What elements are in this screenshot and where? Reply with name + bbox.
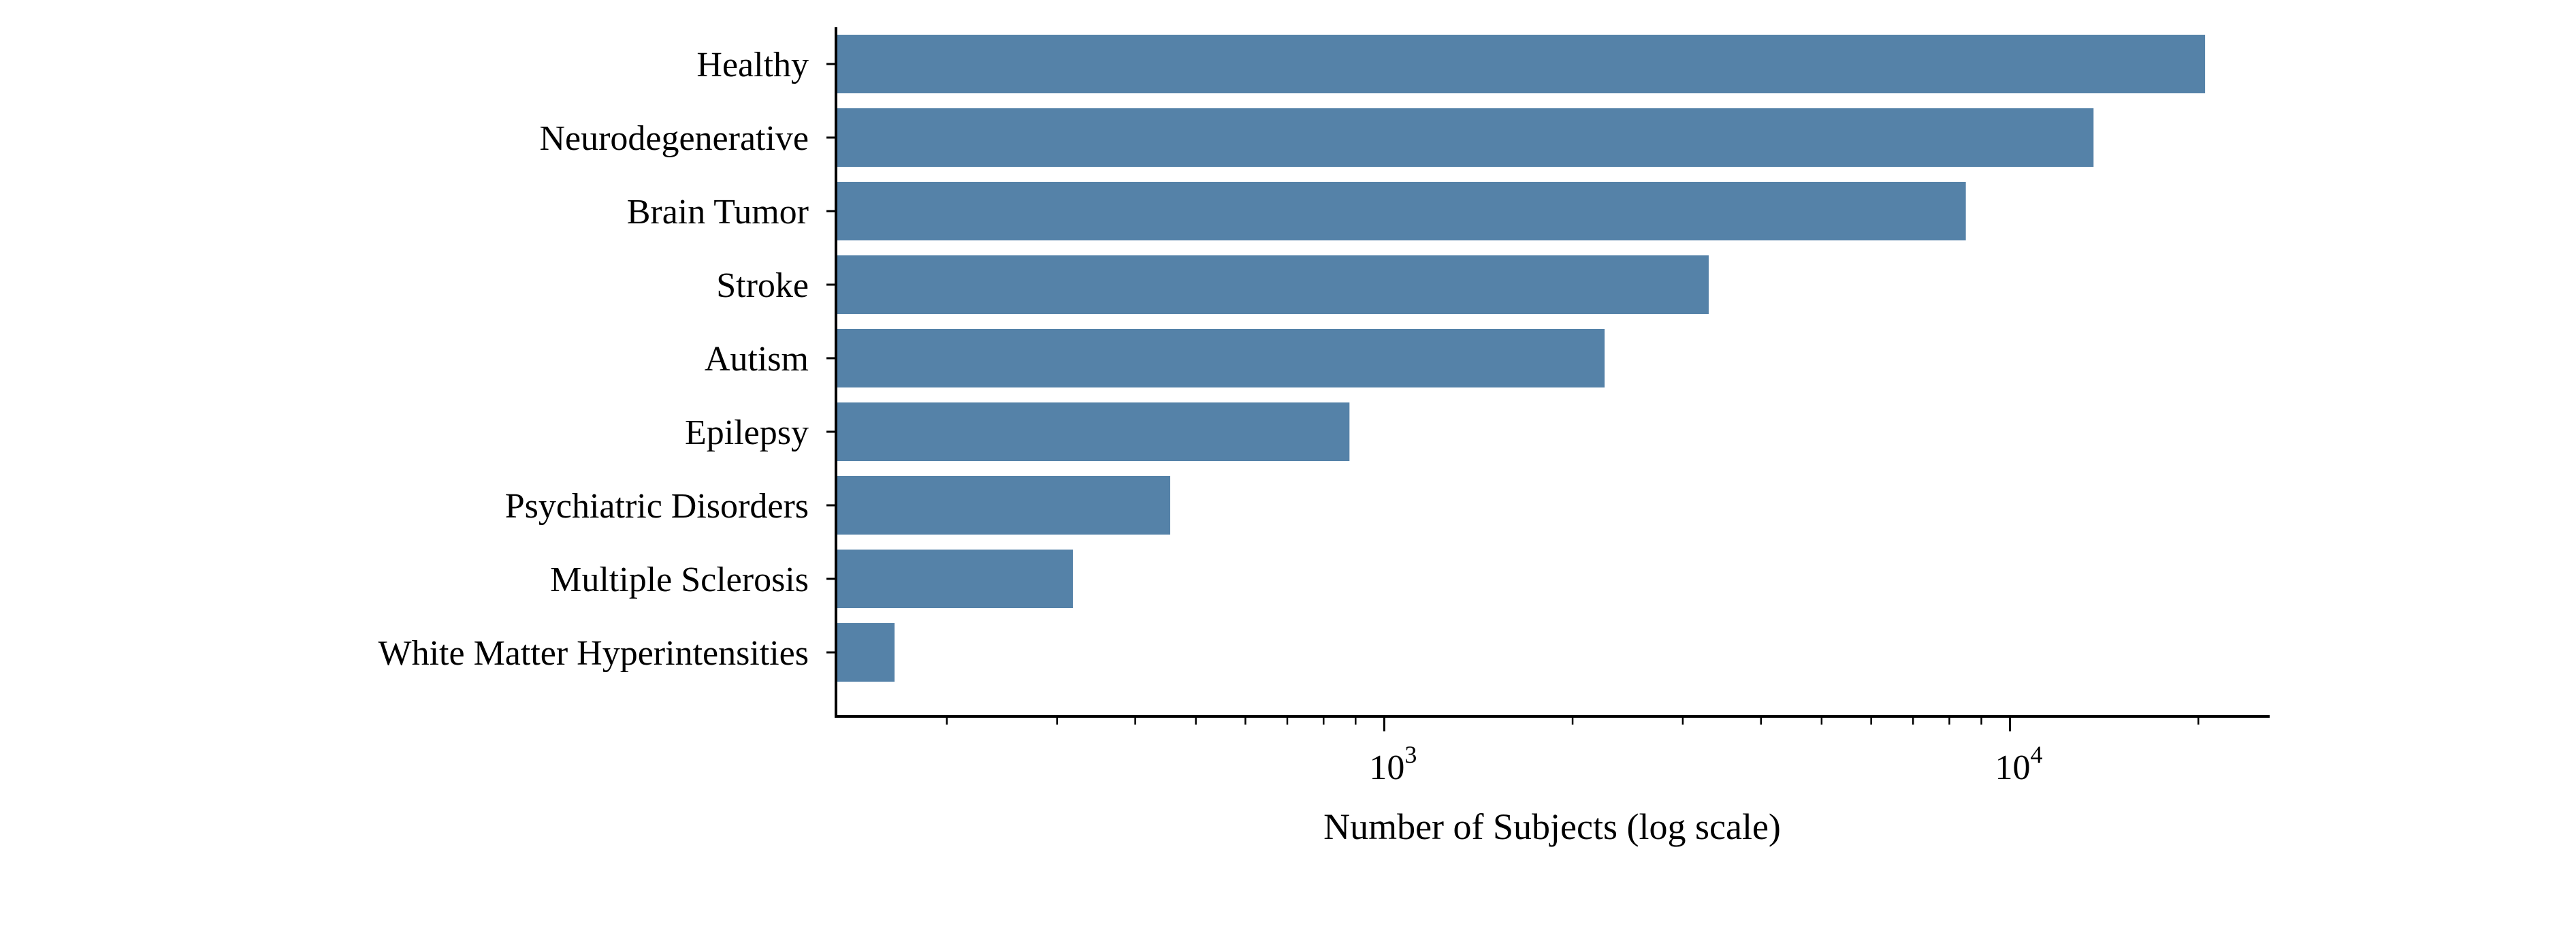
y-tick-label: Brain Tumor [627,193,809,232]
y-tick-label: Healthy [696,46,809,84]
bars-layer [836,35,2206,682]
y-tick-label: Multiple Sclerosis [550,560,809,599]
x-axis-title: Number of Subjects (log scale) [1323,806,1781,847]
x-tick-label: 103 [1369,741,1417,787]
bar-white-matter-hyperintensities [836,623,895,682]
bar-epilepsy [836,402,1350,461]
ticks-layer [826,63,2200,731]
y-tick-label: Stroke [716,266,809,305]
axes-layer [835,27,2270,718]
bar-psychiatric-disorders [836,476,1170,535]
bar-multiple-sclerosis [836,550,1073,608]
bar-stroke [836,255,1709,314]
labels-layer: Healthy Neurodegenerative Brain Tumor Strok… [379,46,2043,787]
bar-neurodegenerative [836,108,2094,167]
y-tick-label: Psychiatric Disorders [505,487,809,526]
y-tick-label: Epilepsy [685,413,809,452]
y-tick-label: White Matter Hyperintensities [379,634,809,673]
y-tick-label: Autism [705,340,809,379]
bar-healthy [836,35,2206,93]
y-tick-label: Neurodegenerative [539,119,809,158]
x-tick-label: 104 [1995,741,2043,787]
bar-autism [836,329,1605,387]
bar-brain-tumor [836,182,1966,240]
